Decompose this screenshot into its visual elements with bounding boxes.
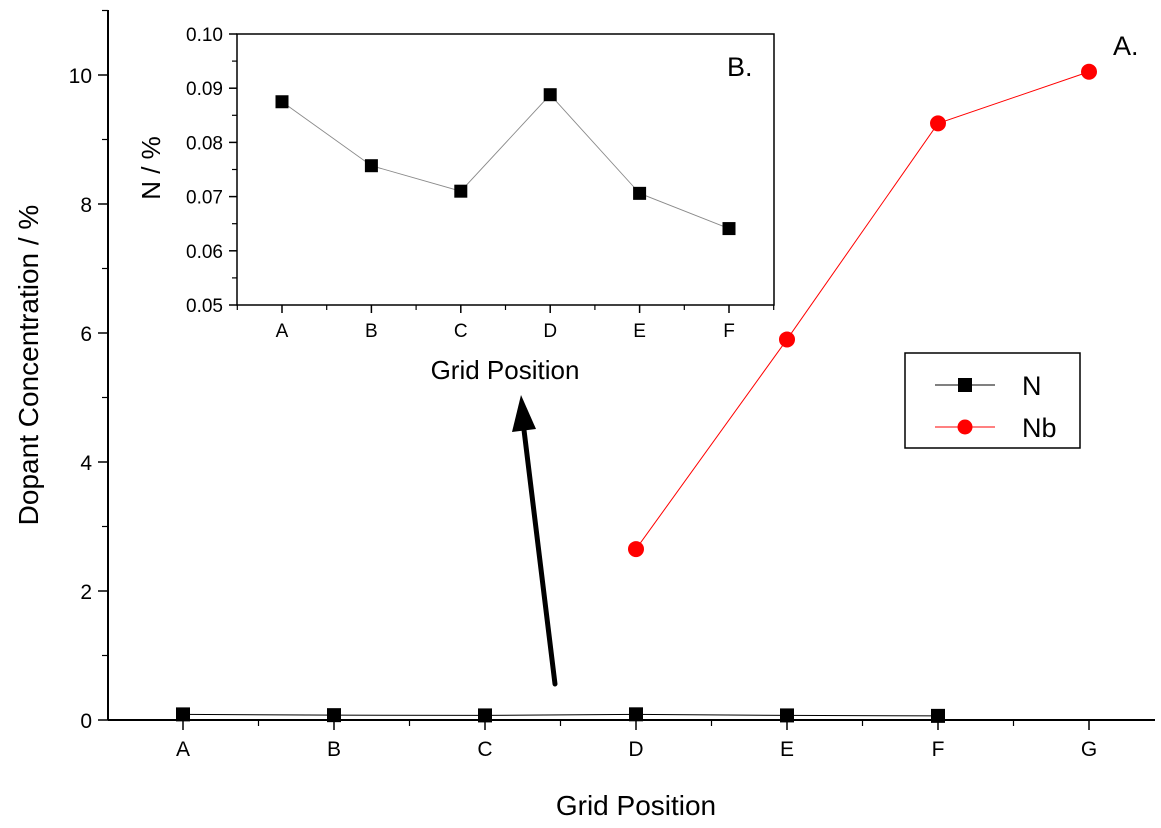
main-series-Nb-point <box>779 331 795 348</box>
main-x-ticks: A B C D E F G <box>176 720 1097 761</box>
main-series-N-point <box>931 708 945 723</box>
inset-x-tick-label: D <box>543 321 557 342</box>
main-series-N-point <box>780 708 794 723</box>
main-chart-panel: 0 2 4 6 8 10 A B C D E F G Grid Position Dopant Con… <box>13 9 1155 821</box>
arrow-shaft <box>521 427 558 687</box>
main-panel-label: A. <box>1113 31 1139 61</box>
main-y-tick-label: 6 <box>80 323 92 346</box>
inset-x-ticks: A B C D E F <box>236 305 775 342</box>
main-y-tick-label: 10 <box>69 65 92 88</box>
inset-y-tick-label: 0.06 <box>186 242 223 263</box>
inset-y-tick-label: 0.07 <box>186 188 223 209</box>
main-series-N-point <box>478 708 492 723</box>
main-series-N-point <box>629 707 643 722</box>
inset-x-tick-label: B <box>365 321 378 342</box>
main-x-tick-label: C <box>477 738 492 761</box>
main-series-Nb-point <box>930 115 946 132</box>
inset-y-tick-label: 0.08 <box>186 133 223 154</box>
legend-nb-label: Nb <box>1022 413 1057 443</box>
main-y-ticks: 0 2 4 6 8 10 <box>69 9 108 733</box>
inset-frame <box>236 33 775 306</box>
inset-series-N-point <box>454 184 468 198</box>
main-series-group <box>176 63 1097 723</box>
main-x-tick-label: B <box>327 738 341 761</box>
inset-x-tick-label: F <box>723 321 735 342</box>
main-series-Nb-point <box>1081 63 1097 80</box>
main-y-tick-label: 0 <box>80 710 92 733</box>
main-x-tick-label: E <box>780 738 794 761</box>
arrow-head <box>512 395 536 432</box>
main-y-tick-label: 8 <box>80 194 92 217</box>
inset-panel-label: B. <box>727 52 753 82</box>
inset-x-tick-label: A <box>276 321 289 342</box>
inset-y-tick-label: 0.09 <box>186 79 223 100</box>
inset-series-N-point <box>275 95 289 109</box>
inset-series-N-point <box>364 159 378 173</box>
inset-x-axis-title: Grid Position <box>431 355 580 385</box>
inset-series-N-point <box>543 88 557 102</box>
main-x-tick-label: D <box>628 738 643 761</box>
inset-series-N-point <box>633 186 647 200</box>
main-series-N-point <box>327 708 341 723</box>
main-series-N-line <box>182 713 939 717</box>
main-x-tick-label: F <box>932 738 945 761</box>
main-y-axis-title: Dopant Concentration / % <box>13 205 44 526</box>
inset-series-N-point <box>722 222 736 236</box>
annotation-arrow <box>512 395 558 687</box>
legend-nb-marker <box>957 419 973 435</box>
inset-y-tick-label: 0.10 <box>186 25 223 46</box>
main-x-axis-title: Grid Position <box>556 790 716 821</box>
inset-y-tick-label: 0.05 <box>186 296 223 317</box>
main-series-N-point <box>176 707 190 722</box>
legend-n-marker <box>958 378 972 392</box>
main-series-Nb-point <box>628 541 644 558</box>
main-series-Nb-line <box>635 71 1090 550</box>
legend-n-label: N <box>1022 371 1042 401</box>
main-y-tick-label: 2 <box>80 581 92 604</box>
inset-series-N-line <box>281 94 730 229</box>
main-x-tick-label: G <box>1081 738 1097 761</box>
legend: N Nb <box>904 352 1081 449</box>
inset-x-tick-label: C <box>454 321 468 342</box>
inset-y-axis-title: N / % <box>136 136 166 200</box>
legend-box <box>904 352 1081 449</box>
inset-chart-panel: 0.05 0.06 0.07 0.08 0.09 0.10 A B C D E F Grid Pos… <box>136 25 775 385</box>
main-y-tick-label: 4 <box>80 452 92 475</box>
inset-x-tick-label: E <box>633 321 646 342</box>
main-x-tick-label: A <box>176 738 190 761</box>
inset-y-ticks: 0.05 0.06 0.07 0.08 0.09 0.10 <box>186 25 237 317</box>
inset-series-group <box>275 88 736 236</box>
